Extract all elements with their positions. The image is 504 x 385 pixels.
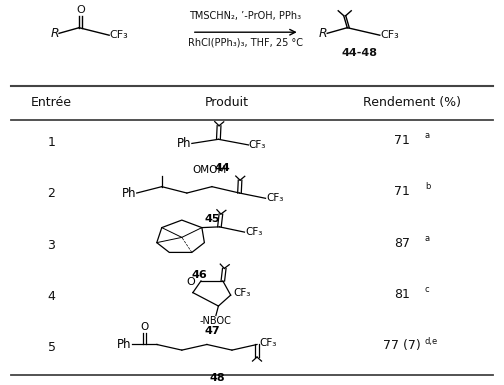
Text: RhCl(PPh₃)₃, THF, 25 °C: RhCl(PPh₃)₃, THF, 25 °C xyxy=(188,38,303,48)
Text: 87: 87 xyxy=(394,237,410,250)
Text: R: R xyxy=(50,27,59,40)
Text: Ph: Ph xyxy=(177,137,192,150)
Text: CF₃: CF₃ xyxy=(245,227,263,237)
Text: b: b xyxy=(425,182,430,191)
Text: O: O xyxy=(76,5,85,15)
Text: 77 (7): 77 (7) xyxy=(384,340,421,353)
Text: Produit: Produit xyxy=(205,96,249,109)
Text: CF₃: CF₃ xyxy=(109,30,128,40)
Text: 44: 44 xyxy=(214,163,230,173)
Text: d,e: d,e xyxy=(425,336,438,346)
Text: 47: 47 xyxy=(204,326,220,336)
Text: 44-48: 44-48 xyxy=(342,48,378,58)
Text: O: O xyxy=(141,322,149,332)
Text: 48: 48 xyxy=(209,373,225,383)
Text: 1: 1 xyxy=(47,136,55,149)
Text: 4: 4 xyxy=(47,290,55,303)
Text: 5: 5 xyxy=(47,341,55,354)
Text: TMSCHN₂, ’-PrOH, PPh₃: TMSCHN₂, ’-PrOH, PPh₃ xyxy=(190,11,301,21)
Text: OMOM: OMOM xyxy=(192,165,226,175)
Text: 46: 46 xyxy=(192,270,207,280)
Text: CF₃: CF₃ xyxy=(259,338,276,348)
Text: CF₃: CF₃ xyxy=(233,288,250,298)
Text: Ph: Ph xyxy=(122,187,137,199)
Text: R: R xyxy=(319,27,327,40)
Text: 3: 3 xyxy=(47,239,55,252)
Text: 81: 81 xyxy=(395,288,410,301)
Text: CF₃: CF₃ xyxy=(248,140,266,150)
Text: 2: 2 xyxy=(47,187,55,199)
Text: a: a xyxy=(425,131,430,140)
Text: CF₃: CF₃ xyxy=(381,30,399,40)
Text: 45: 45 xyxy=(204,214,220,224)
Text: Ph: Ph xyxy=(117,338,132,351)
Text: Rendement (%): Rendement (%) xyxy=(363,96,461,109)
Text: CF₃: CF₃ xyxy=(266,193,283,203)
Text: 71: 71 xyxy=(395,134,410,147)
Text: Entrée: Entrée xyxy=(31,96,72,109)
Text: -NBOC: -NBOC xyxy=(200,316,232,326)
Text: 71: 71 xyxy=(395,185,410,198)
Text: c: c xyxy=(425,285,429,294)
Text: O: O xyxy=(186,277,195,287)
Text: a: a xyxy=(425,234,430,243)
